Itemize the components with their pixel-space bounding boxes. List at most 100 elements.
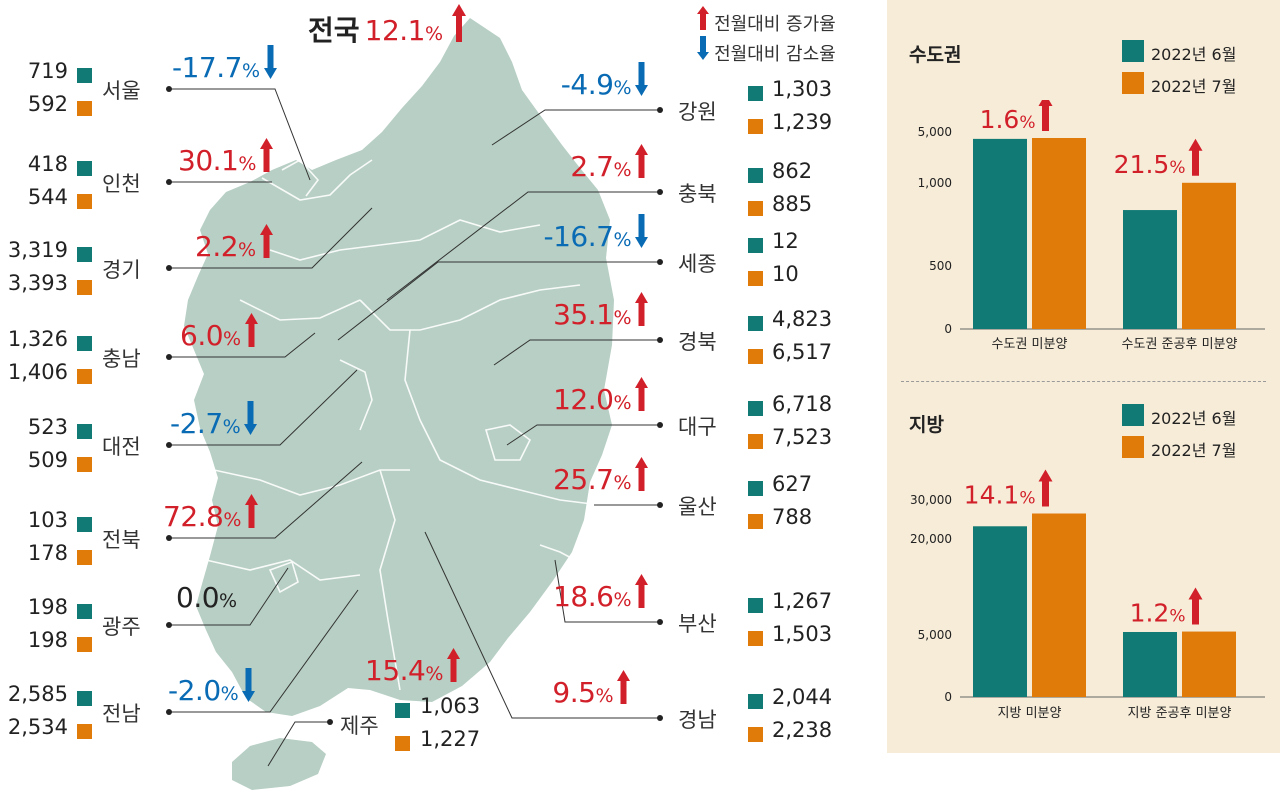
- category-label: 지방 미분양: [998, 706, 1062, 721]
- y-tick-label: 20,000: [910, 532, 952, 546]
- june-value: 1,326: [7, 327, 68, 351]
- june-value: 719: [27, 59, 68, 83]
- july-swatch: [748, 514, 763, 529]
- june-value: 627: [772, 472, 813, 496]
- category-label: 수도권 준공후 미분양: [1122, 337, 1238, 350]
- bar-change-label: 21.5%: [1114, 150, 1186, 179]
- july-swatch: [748, 119, 763, 134]
- leader-seoul: [169, 88, 311, 181]
- july-swatch: [77, 724, 92, 739]
- july-swatch: [77, 457, 92, 472]
- june-swatch: [77, 517, 92, 532]
- june-value: 198: [27, 595, 68, 619]
- leader-gyeongnam: [424, 531, 660, 719]
- y-tick-label: 1,000: [918, 176, 952, 190]
- up-arrow-icon: [244, 494, 258, 528]
- june-value: 2,585: [7, 682, 68, 706]
- up-arrow-icon: [244, 313, 258, 347]
- july-value: 1,239: [772, 110, 833, 134]
- july-swatch: [77, 194, 92, 209]
- down-arrow-icon: [635, 214, 648, 248]
- legend-decrease: 전월대비 감소율: [714, 44, 836, 65]
- change-rate: 35.1%: [553, 292, 648, 331]
- change-rate-value: 9.5: [552, 676, 596, 709]
- region-name: 강원: [678, 100, 717, 124]
- leader-gyeonggi: [169, 207, 373, 269]
- region-name: 충남: [102, 347, 141, 371]
- june-swatch: [77, 424, 92, 439]
- july-swatch: [77, 550, 92, 565]
- region-name: 인천: [102, 172, 141, 196]
- june-swatch: [748, 401, 763, 416]
- change-rate-value: -2.0: [168, 674, 221, 707]
- y-tick-label: 500: [929, 259, 952, 273]
- map-area: 전국 12.1% 전월대비 증가율 전월대비 감소율 719 592 서울 -17.7…: [7, 4, 836, 790]
- july-swatch: [748, 631, 763, 646]
- change-rate-unit: %: [223, 328, 241, 350]
- change-rate-value: 25.7: [553, 463, 614, 496]
- july-swatch: [77, 101, 92, 116]
- change-rate-value: 35.1: [553, 298, 614, 331]
- region-name: 서울: [102, 79, 141, 103]
- july-value: 1,503: [772, 622, 833, 646]
- up-arrow-icon: [1188, 138, 1203, 176]
- july-value: 2,238: [772, 718, 833, 742]
- july-swatch: [77, 637, 92, 652]
- change-rate-value: 15.4: [365, 654, 426, 687]
- july-value: 2,534: [7, 715, 68, 739]
- up-arrow-icon: [635, 574, 648, 608]
- leader-daejeon: [169, 369, 358, 446]
- up-arrow-icon: [446, 648, 460, 682]
- legend-swatch-july: [1122, 72, 1144, 94]
- bar-change-label: 14.1%: [964, 480, 1036, 509]
- legend-swatch-june: [1122, 40, 1144, 62]
- june-swatch: [748, 86, 763, 101]
- june-swatch: [77, 68, 92, 83]
- leader-dots: [166, 86, 663, 725]
- june-swatch: [748, 316, 763, 331]
- up-arrow-icon: [635, 144, 648, 178]
- bar-june: [1123, 631, 1177, 697]
- bar-june: [1123, 210, 1177, 329]
- change-rate: 0.0%: [176, 581, 237, 614]
- change-rate-value: -16.7: [543, 220, 614, 253]
- change-rate: 15.4%: [365, 648, 460, 687]
- june-value: 418: [27, 152, 68, 176]
- bar-change-unit: %: [1169, 607, 1185, 627]
- july-value: 592: [27, 92, 68, 116]
- july-swatch: [748, 271, 763, 286]
- change-rate: 12.0%: [553, 377, 648, 416]
- korea-mainland-shape: [184, 18, 614, 716]
- region-name: 부산: [678, 612, 717, 636]
- category-label: 수도권 미분양: [992, 337, 1068, 350]
- change-rate-unit: %: [241, 60, 260, 82]
- up-arrow-icon: [697, 6, 709, 30]
- legend-swatch-july: [1122, 436, 1144, 458]
- july-swatch: [748, 349, 763, 364]
- up-arrow-icon: [259, 224, 273, 258]
- change-rate: -17.7%: [172, 45, 277, 84]
- change-rate-value: 0.0: [176, 581, 220, 614]
- legend-swatch-june: [1122, 404, 1144, 426]
- region-name: 대구: [678, 415, 717, 439]
- change-rate: 18.6%: [553, 574, 648, 613]
- july-value: 178: [27, 541, 68, 565]
- bar-june: [973, 526, 1027, 697]
- region-name: 경남: [678, 708, 717, 732]
- leader-chungbuk: [386, 191, 660, 301]
- july-value: 198: [27, 628, 68, 652]
- june-swatch: [77, 247, 92, 262]
- up-arrow-icon: [451, 4, 466, 42]
- up-arrow-icon: [1188, 587, 1203, 625]
- legend-label-june: 2022년 6월: [1151, 45, 1237, 64]
- region-name: 대전: [102, 435, 141, 459]
- change-rate: 30.1%: [178, 138, 273, 177]
- change-rate: 72.8%: [163, 494, 258, 533]
- leader-jeonbuk: [169, 461, 363, 539]
- change-rate-unit: %: [613, 392, 631, 414]
- leader-jeonnam: [169, 589, 359, 713]
- july-value: 1,406: [7, 360, 68, 384]
- jeju-shape: [232, 738, 326, 790]
- july-value: 3,393: [7, 271, 68, 295]
- change-rate-value: 2.7: [570, 150, 614, 183]
